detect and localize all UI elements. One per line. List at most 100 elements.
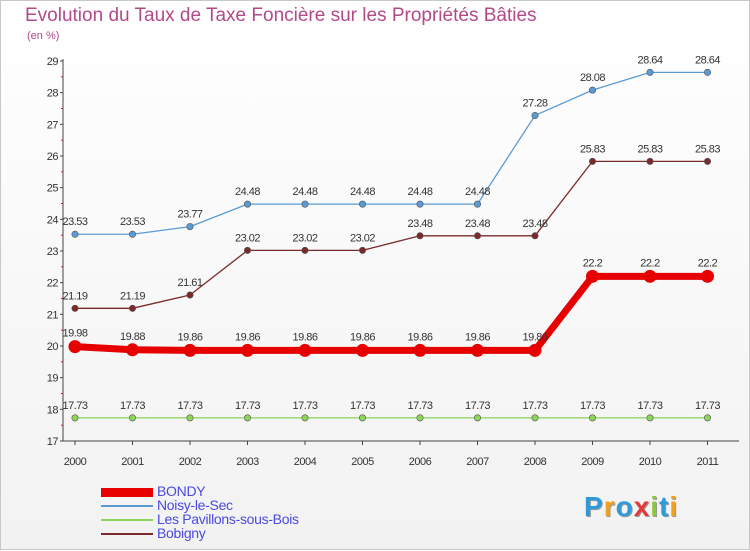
data-point [646, 157, 654, 165]
data-label: 21.19 [120, 290, 145, 302]
data-label: 17.73 [120, 400, 145, 412]
data-label: 28.64 [637, 54, 662, 66]
x-tick-label: 2009 [581, 456, 604, 468]
data-label: 19.86 [522, 331, 547, 343]
logo-letter: r [603, 491, 616, 522]
data-point [358, 246, 366, 254]
data-point [244, 414, 252, 422]
data-label: 23.48 [407, 218, 432, 230]
data-point [528, 343, 542, 357]
data-point [241, 343, 254, 357]
data-label: 17.73 [292, 400, 317, 412]
data-label: 28.64 [695, 54, 720, 66]
data-point [643, 269, 657, 283]
data-point [588, 414, 596, 422]
data-point [68, 340, 82, 354]
x-tick-label: 2006 [409, 456, 432, 468]
data-label: 17.73 [407, 400, 432, 412]
data-point [416, 200, 424, 208]
data-point [71, 304, 79, 312]
data-label: 24.48 [465, 186, 490, 198]
y-tick-label: 17 [47, 436, 59, 448]
data-label: 28.08 [580, 72, 605, 84]
data-label: 19.86 [407, 331, 432, 343]
data-point [588, 157, 596, 165]
data-point [301, 246, 309, 254]
data-label: 17.73 [580, 400, 605, 412]
legend-label: BONDY [157, 483, 206, 499]
data-point [588, 86, 596, 94]
data-label: 23.48 [465, 218, 490, 230]
data-label: 17.73 [637, 400, 662, 412]
y-tick-label: 19 [47, 373, 59, 385]
y-tick-label: 25 [47, 183, 59, 195]
x-tick-label: 2010 [639, 456, 662, 468]
data-label: 23.53 [120, 216, 145, 228]
data-point [244, 200, 252, 208]
data-point [413, 343, 427, 357]
x-tick-label: 2008 [524, 456, 547, 468]
logo-letter: x [633, 491, 651, 522]
y-tick-label: 26 [47, 151, 59, 163]
data-label: 22.2 [698, 257, 718, 269]
data-label: 17.73 [177, 400, 202, 412]
y-axis-unit-label: (en %) [27, 30, 60, 42]
data-point [186, 291, 194, 299]
data-point [356, 343, 369, 357]
data-point [298, 343, 312, 357]
data-label: 22.2 [583, 257, 603, 269]
data-label: 19.86 [177, 331, 202, 343]
data-label: 24.48 [292, 186, 317, 198]
series-line [71, 272, 711, 354]
y-tick-label: 27 [47, 119, 59, 131]
data-label: 21.19 [62, 290, 87, 302]
legend-label: Bobigny [157, 525, 206, 541]
series-noisy-le-sec: 23.53 23.53 23.77 24.48 24.48 24.48 24.48 24.48… [62, 54, 721, 238]
data-label: 17.73 [522, 400, 547, 412]
data-label: 24.48 [407, 186, 432, 198]
series-les-pavillons-sous-bois: 17.73 17.73 17.73 17.73 17.73 17.73 17.73 17.73… [62, 400, 721, 422]
x-tick-label: 2004 [294, 456, 317, 468]
data-label: 23.02 [235, 232, 260, 244]
data-point [531, 111, 539, 119]
y-tick-label: 29 [47, 56, 59, 68]
data-point [129, 230, 137, 238]
logo-letter: t [659, 491, 670, 522]
data-point [71, 414, 79, 422]
legend-label: Noisy-le-Sec [157, 497, 233, 513]
data-point [71, 230, 79, 238]
data-label: 23.02 [350, 232, 375, 244]
data-label: 19.86 [350, 331, 375, 343]
data-label: 22.2 [640, 257, 660, 269]
data-point [531, 414, 539, 422]
x-tick-label: 2005 [351, 456, 374, 468]
x-tick-label: 2003 [236, 456, 259, 468]
data-label: 17.73 [235, 400, 260, 412]
chart-title: Evolution du Taux de Taxe Foncière sur l… [25, 5, 537, 26]
x-tick-label: 2001 [121, 456, 144, 468]
data-point [703, 157, 711, 165]
logo-letter: o [615, 491, 634, 522]
logo-letter: i [669, 491, 679, 522]
y-tick-label: 18 [47, 404, 59, 416]
legend-swatch [101, 519, 153, 521]
data-point [126, 343, 139, 357]
data-point [301, 414, 309, 422]
data-label: 24.48 [235, 186, 260, 198]
legend-label: Les Pavillons-sous-Bois [157, 511, 299, 527]
y-tick-label: 22 [47, 278, 59, 290]
data-label: 27.28 [522, 97, 547, 109]
series-line [74, 160, 709, 309]
data-label: 17.73 [350, 400, 375, 412]
x-tick-label: 2000 [64, 456, 87, 468]
data-label: 19.98 [62, 328, 87, 340]
data-point [646, 68, 654, 76]
x-tick-label: 2011 [697, 456, 719, 468]
legend-swatch [101, 487, 153, 497]
data-point [586, 269, 599, 283]
data-point [129, 304, 137, 312]
data-label: 17.73 [62, 400, 87, 412]
data-label: 23.77 [177, 209, 202, 221]
